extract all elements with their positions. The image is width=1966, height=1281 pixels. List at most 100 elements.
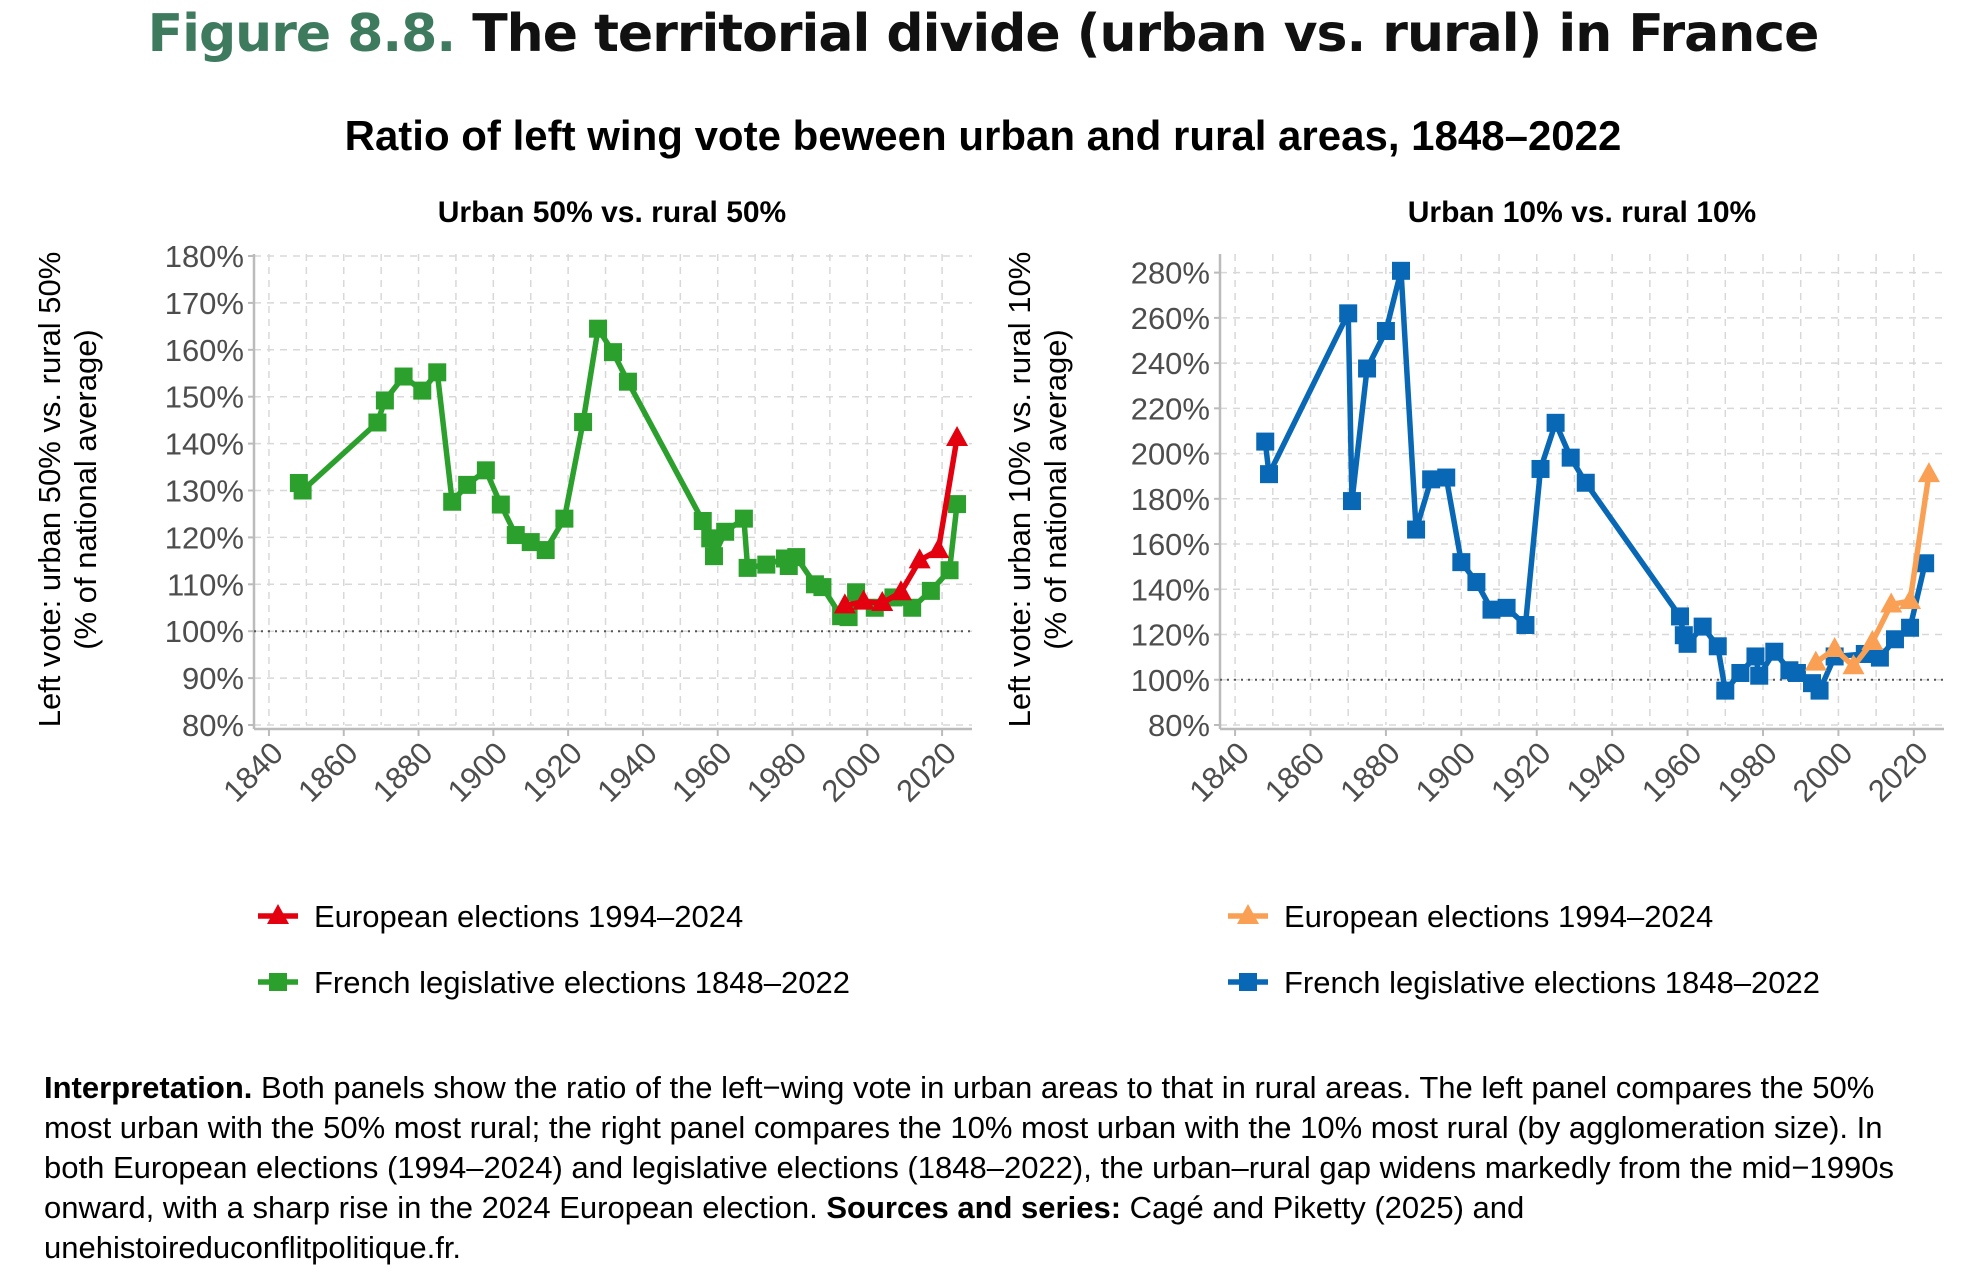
data-point-square	[368, 413, 387, 432]
legend-marker-triangle	[267, 904, 289, 924]
data-point-square	[589, 319, 608, 338]
y-axis-label: Left vote: urban 10% vs. rural 10%	[1002, 252, 1037, 728]
data-point-square	[413, 381, 432, 400]
sources-label: Sources and series:	[826, 1190, 1122, 1225]
legend-item: French legislative elections 1848–2022	[1228, 965, 1820, 1000]
figure-label: Figure 8.8.	[147, 4, 456, 64]
legend-label: French legislative elections 1848–2022	[1284, 965, 1820, 1000]
data-point-square	[1407, 520, 1426, 539]
panel-title: Urban 10% vs. rural 10%	[1408, 196, 1757, 229]
data-point-square	[428, 363, 447, 382]
data-point-square	[375, 391, 394, 410]
data-point-square	[555, 509, 574, 528]
data-point-square	[1256, 432, 1275, 451]
data-point-square	[704, 547, 723, 566]
data-point-square	[491, 495, 510, 514]
legend-marker-square	[1239, 973, 1257, 991]
data-point-square	[1765, 642, 1784, 661]
y-tick-label: 90%	[182, 661, 244, 696]
data-point-square	[521, 533, 540, 552]
y-tick-label: 260%	[1131, 301, 1210, 336]
data-point-triangle	[946, 425, 969, 446]
data-point-square	[738, 558, 757, 577]
y-axis-label-unit: (% of national average)	[1038, 329, 1073, 650]
x-tick-label: 1840	[216, 735, 290, 809]
x-tick-label: 1860	[1258, 735, 1332, 809]
legend-item: European elections 1994–2024	[258, 899, 743, 934]
y-tick-label: 130%	[165, 474, 244, 509]
data-point-square	[948, 495, 967, 514]
sources-text: Cagé and Piketty (2025) and unehistoired…	[44, 1190, 1525, 1265]
figure-title: Figure 8.8. The territorial divide (urba…	[0, 4, 1966, 64]
data-point-triangle	[908, 548, 931, 569]
data-point-square	[506, 526, 525, 545]
data-point-triangle	[871, 591, 894, 612]
legend-marker-triangle	[1237, 904, 1259, 924]
data-point-square	[618, 372, 637, 391]
x-tick-label: 2000	[1786, 735, 1860, 809]
data-point-square	[1576, 473, 1595, 492]
data-point-square	[1916, 554, 1935, 573]
x-tick-label: 1960	[665, 735, 739, 809]
y-tick-label: 170%	[165, 286, 244, 321]
y-tick-label: 160%	[165, 333, 244, 368]
y-tick-label: 120%	[165, 520, 244, 555]
data-point-triangle	[852, 589, 875, 610]
data-point-square	[1678, 634, 1697, 653]
legend-label: French legislative elections 1848–2022	[314, 965, 850, 1000]
data-point-square	[701, 529, 720, 548]
y-tick-label: 240%	[1131, 346, 1210, 381]
data-point-square	[1531, 459, 1550, 478]
y-tick-label: 140%	[165, 427, 244, 462]
y-axis-label-unit: (% of national average)	[68, 329, 103, 650]
legend-item: European elections 1994–2024	[1228, 899, 1713, 934]
y-tick-label: 140%	[1131, 572, 1210, 607]
interpretation-note: Interpretation. Both panels show the rat…	[44, 1068, 1934, 1268]
data-point-triangle	[833, 593, 856, 614]
legend-marker-square	[269, 973, 287, 991]
x-tick-label: 1900	[441, 735, 515, 809]
panel-title: Urban 50% vs. rural 50%	[438, 196, 787, 229]
y-tick-label: 160%	[1131, 527, 1210, 562]
legend-label: European elections 1994–2024	[314, 899, 743, 934]
x-tick-label: 1860	[291, 735, 365, 809]
data-point-triangle	[1880, 592, 1903, 613]
data-point-square	[1422, 470, 1441, 489]
data-point-triangle	[1842, 654, 1865, 675]
y-tick-label: 150%	[165, 380, 244, 415]
data-point-square	[1437, 468, 1456, 487]
data-point-square	[1561, 448, 1580, 467]
data-point-triangle	[1861, 629, 1884, 650]
data-point-square	[921, 581, 940, 600]
data-point-square	[903, 598, 922, 617]
y-tick-label: 280%	[1131, 256, 1210, 291]
data-point-square	[1787, 663, 1806, 682]
y-tick-label: 220%	[1131, 391, 1210, 426]
data-point-square	[1342, 492, 1361, 511]
data-point-square	[1546, 413, 1565, 432]
data-point-square	[1870, 648, 1889, 667]
x-tick-label: 1920	[516, 735, 590, 809]
data-point-square	[394, 367, 413, 386]
x-tick-label: 2000	[815, 735, 889, 809]
data-point-square	[1376, 321, 1395, 340]
data-point-square	[1693, 617, 1712, 636]
series-line	[1262, 268, 1928, 694]
x-tick-label: 1940	[590, 735, 664, 809]
y-axis-label: Left vote: urban 50% vs. rural 50%	[32, 252, 67, 728]
y-tick-label: 200%	[1131, 437, 1210, 472]
data-point-square	[1516, 616, 1535, 635]
x-tick-label: 1980	[1710, 735, 1784, 809]
panel-1: Urban 50% vs. rural 50% 80% 90% 100% 110% 120…	[32, 196, 972, 1000]
chart-subtitle: Ratio of left wing vote beween urban and…	[344, 112, 1622, 159]
data-point-square	[293, 481, 312, 500]
data-point-square	[1671, 607, 1690, 626]
x-tick-label: 1880	[1333, 735, 1407, 809]
y-tick-label: 110%	[167, 567, 244, 602]
x-tick-label: 2020	[1861, 735, 1935, 809]
data-point-triangle	[1823, 637, 1846, 657]
y-tick-label: 100%	[165, 614, 244, 649]
y-tick-label: 180%	[165, 239, 244, 274]
y-tick-label: 80%	[182, 708, 244, 743]
